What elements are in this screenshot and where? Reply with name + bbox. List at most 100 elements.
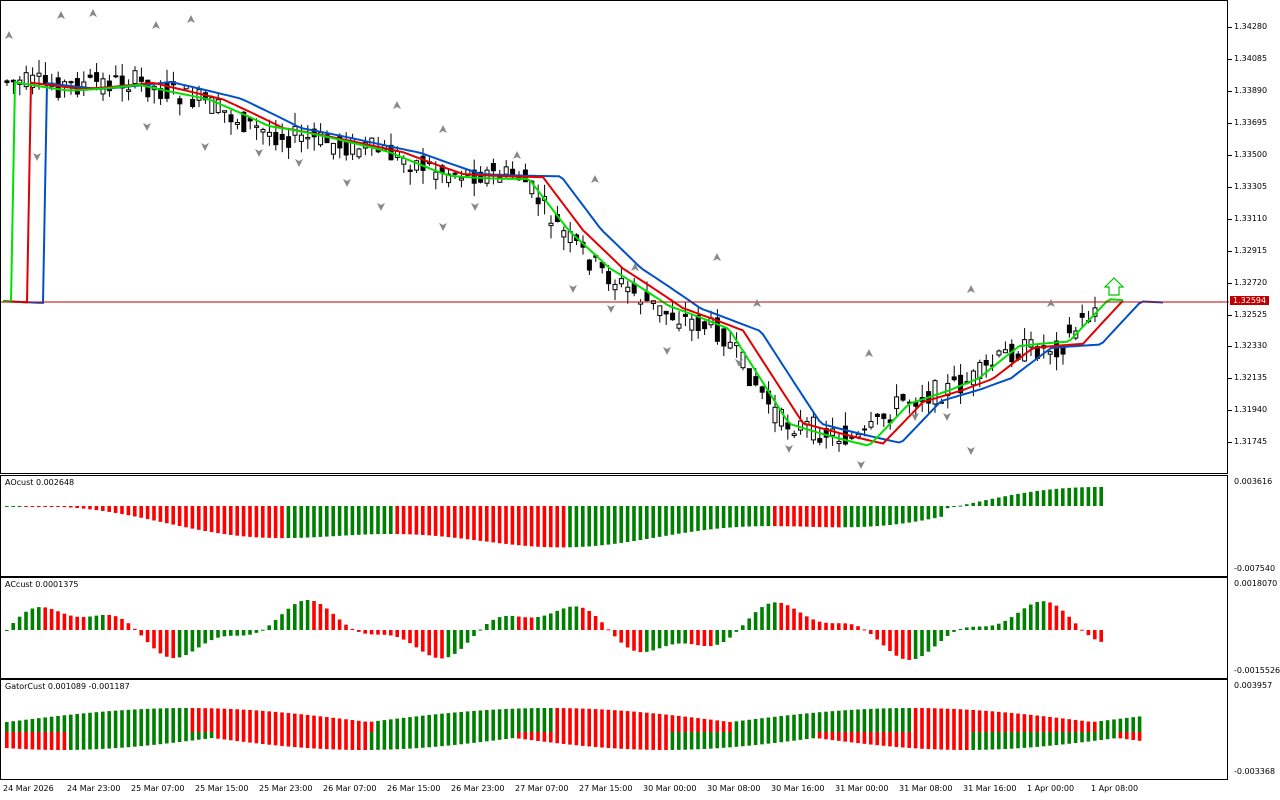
ao-bar <box>69 506 73 508</box>
ao-bar <box>977 501 982 506</box>
gator-upper-bar <box>190 708 195 732</box>
gator-lower-bar <box>216 732 220 739</box>
gator-upper-bar <box>683 716 687 732</box>
gator-upper-bar <box>721 721 726 732</box>
ac-bar <box>561 608 566 630</box>
gator-lower-bar <box>363 732 367 750</box>
ao-bar <box>888 506 892 525</box>
ac-bar <box>651 630 655 651</box>
gator-lower-bar <box>30 732 35 750</box>
ac-bar <box>17 616 22 630</box>
gator-upper-bar <box>24 719 28 732</box>
ao-bar <box>504 506 508 544</box>
gator-indicator-pane[interactable]: GatorCust 0.001089 -0.001187 <box>0 679 1228 780</box>
ao-bar <box>107 506 111 512</box>
gator-upper-bar <box>165 708 169 732</box>
gator-upper-bar <box>875 708 879 732</box>
gator-upper-bar <box>913 708 918 732</box>
gator-lower-bar <box>344 732 348 750</box>
gator-upper-bar <box>395 718 399 732</box>
gator-upper-bar <box>203 708 207 732</box>
gator-upper-bar <box>696 718 700 732</box>
ac-bar <box>305 600 310 630</box>
ac-bar <box>69 615 73 630</box>
ao-bar <box>11 505 15 507</box>
ac-bar <box>542 615 547 630</box>
candle-body <box>222 110 228 113</box>
gator-upper-bar <box>997 711 1001 732</box>
gator-lower-bar <box>504 732 508 739</box>
ac-bar <box>350 628 355 630</box>
fractal-up-icon <box>1047 299 1055 307</box>
ao-bar <box>222 506 227 535</box>
candle-body <box>1079 313 1085 318</box>
ac-bar <box>664 630 668 647</box>
ac-bar <box>849 624 854 630</box>
gator-lower-bar <box>126 732 131 748</box>
gator-upper-bar <box>593 709 598 732</box>
gator-lower-bar <box>696 732 700 750</box>
gator-lower-bar <box>158 732 163 745</box>
price-scale-tick <box>1228 27 1232 28</box>
ac-bar <box>657 630 662 649</box>
gator-lower-bar <box>945 732 950 750</box>
fractal-up-icon <box>967 285 975 293</box>
gator-upper-bar <box>1061 718 1065 732</box>
ac-bar <box>984 626 988 630</box>
ao-bar <box>1054 488 1059 506</box>
ao-bar <box>843 506 847 528</box>
gator-upper-bar <box>837 710 841 732</box>
candle-body <box>868 421 874 428</box>
fractal-up-icon <box>187 15 195 23</box>
ao-bar <box>709 506 713 530</box>
ao-bar <box>542 506 547 548</box>
gator-lower-bar <box>305 732 310 749</box>
gator-lower-bar <box>728 732 732 748</box>
gator-lower-bar <box>689 732 694 750</box>
ao-bar <box>446 506 451 538</box>
gator-lower-bar <box>171 732 175 743</box>
gator-lower-bar <box>369 732 374 750</box>
candle-body <box>305 136 311 140</box>
ac-bar <box>907 630 911 660</box>
gator-lower-bar <box>1105 732 1110 740</box>
candle-body <box>241 111 247 133</box>
gator-upper-bar <box>158 708 163 732</box>
ao-bar <box>30 506 35 507</box>
candle-body <box>503 166 509 175</box>
ao-indicator-pane[interactable]: AOcust 0.002648 <box>0 475 1228 577</box>
candle-body <box>657 305 663 317</box>
gator-upper-bar <box>1099 720 1103 732</box>
gator-upper-bar <box>1073 719 1078 732</box>
fractal-down-icon <box>663 347 671 355</box>
gator-title: GatorCust 0.001089 -0.001187 <box>5 682 130 691</box>
candle-body <box>810 416 816 441</box>
candle-body <box>996 350 1002 356</box>
gator-lower-bar <box>222 732 227 740</box>
gator-upper-bar <box>542 708 547 732</box>
ao-bar <box>427 506 431 536</box>
gator-lower-bar <box>229 732 233 741</box>
ac-bar <box>94 615 99 630</box>
ac-bar <box>625 630 630 648</box>
ac-bar <box>145 630 150 643</box>
ao-bar <box>209 506 214 533</box>
gator-lower-bar <box>5 732 9 749</box>
gator-upper-bar <box>261 710 265 732</box>
ac-bar <box>587 611 591 630</box>
gator-lower-bar <box>977 732 982 750</box>
buy-arrow-icon <box>1103 277 1125 296</box>
price-chart-pane[interactable] <box>0 0 1229 474</box>
gator-lower-bar <box>357 732 361 750</box>
ac-indicator-pane[interactable]: ACcust 0.0001375 <box>0 577 1228 679</box>
ac-bar <box>184 630 188 656</box>
time-axis-label: 27 Mar 07:00 <box>515 784 569 793</box>
ao-bar <box>1093 487 1097 506</box>
ac-bar <box>613 630 617 637</box>
ao-bar <box>741 506 745 527</box>
gator-upper-bar <box>1029 714 1033 732</box>
gator-upper-bar <box>734 721 739 732</box>
fractal-up-icon <box>439 125 447 133</box>
ao-bar <box>600 506 604 546</box>
lips-line <box>2 81 1124 447</box>
